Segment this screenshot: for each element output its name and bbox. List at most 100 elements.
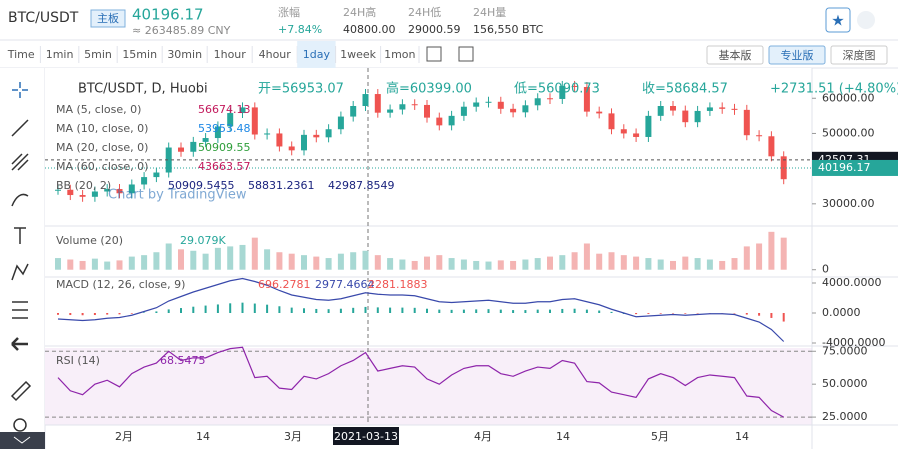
macd-hist [574, 309, 576, 313]
macd-hist [119, 313, 121, 314]
volume-bar [350, 252, 356, 269]
volume-bar [522, 260, 528, 270]
volume-bar [744, 246, 750, 269]
volume-bar [399, 260, 405, 270]
interval[interactable]: 5min [84, 48, 112, 61]
symbol: BTC/USDT, D, Huobi [78, 82, 208, 97]
volume-bar [55, 258, 61, 270]
rsi-label: 75.0000 [822, 344, 868, 357]
stat-label: 24H低 [408, 6, 441, 19]
volume-bar [387, 258, 393, 270]
candle [522, 105, 528, 112]
volume-bar [719, 261, 725, 270]
volume-bar [166, 243, 172, 269]
macd-hist [488, 309, 490, 313]
candle [695, 111, 701, 122]
macd-hist [328, 309, 330, 313]
macd-hist [783, 313, 785, 322]
macd-hist [155, 311, 157, 313]
volume-bar [424, 257, 430, 270]
volume-bar [547, 257, 553, 270]
interval[interactable]: 1hour [214, 48, 247, 61]
volume-bar [264, 249, 270, 269]
stat-label: 24H高 [343, 5, 376, 19]
macd-hist [512, 310, 514, 313]
volume-bar [768, 232, 774, 270]
badge: 主板 [97, 11, 119, 25]
cny: ≈ 263485.89 CNY [132, 24, 231, 37]
candle [92, 192, 98, 197]
interval[interactable]: 15min [122, 48, 157, 61]
candle [190, 142, 196, 152]
volume-bar [227, 246, 233, 269]
chart-type[interactable] [427, 47, 441, 61]
macd-hist [537, 310, 539, 313]
study-value: 50909.55 [198, 141, 251, 154]
collapse[interactable] [0, 432, 45, 449]
volume-bar [289, 254, 295, 270]
volume-bar [732, 258, 738, 270]
candle [473, 102, 479, 106]
candle [301, 135, 307, 150]
volume-bar [633, 257, 639, 270]
interval[interactable]: 1week [340, 48, 377, 61]
macd-hist [131, 313, 133, 314]
candle [609, 113, 615, 129]
candle [375, 94, 381, 113]
candle [276, 133, 282, 146]
macd-hist [69, 313, 71, 315]
macd-hist [524, 310, 526, 313]
macd-hist [57, 313, 59, 315]
macd-hist [180, 308, 182, 313]
candle [645, 116, 651, 137]
volume-bar [682, 257, 688, 270]
price-label: 50000.00 [822, 126, 875, 139]
interval[interactable]: 4hour [259, 48, 292, 61]
macd-hist [758, 313, 760, 316]
pane-title: RSI (14) [56, 354, 100, 367]
macd-hist [561, 309, 563, 313]
indicators[interactable] [459, 47, 473, 61]
interval[interactable]: Time [7, 48, 35, 61]
macd-hist [389, 308, 391, 313]
macd-hist [401, 308, 403, 313]
stat-label: 涨幅 [278, 6, 300, 19]
candle [141, 177, 147, 184]
macd-hist [549, 310, 551, 313]
volume-bar [326, 258, 332, 270]
pane-value: 2281.1883 [368, 278, 428, 291]
volume-bar [486, 262, 492, 270]
star-icon: ★ [831, 12, 844, 30]
candle [424, 105, 430, 118]
macd-hist [463, 310, 465, 313]
interval[interactable]: 1min [46, 48, 74, 61]
pane-title: Volume (20) [56, 234, 123, 247]
volume-bar [141, 255, 147, 270]
ohlc: 开=56953.07 [258, 82, 344, 97]
volume-bar [572, 252, 578, 269]
volume-bar [695, 258, 701, 270]
volume-bar [645, 258, 651, 270]
interval[interactable]: 1day [303, 48, 331, 61]
macd-label: 0.0000 [822, 306, 861, 319]
volume-bar [756, 243, 762, 269]
volume-bar [510, 261, 516, 270]
candle [768, 136, 774, 156]
candle [658, 106, 664, 116]
candle [670, 106, 676, 111]
volume-bar [252, 238, 258, 270]
theme-toggle[interactable] [857, 11, 875, 29]
interval[interactable]: 30min [167, 48, 202, 61]
interval[interactable]: 1mon [384, 48, 415, 61]
volume-bar [498, 260, 504, 269]
macd-hist [426, 309, 428, 313]
volume-bar [609, 252, 615, 269]
candle [178, 148, 184, 152]
volume-bar [559, 255, 565, 270]
macd-hist [106, 313, 108, 315]
macd-hist [770, 313, 772, 318]
macd-hist [586, 310, 588, 313]
candle [449, 116, 455, 126]
stat-value: 29000.59 [408, 23, 461, 36]
volume-bar [301, 255, 307, 270]
